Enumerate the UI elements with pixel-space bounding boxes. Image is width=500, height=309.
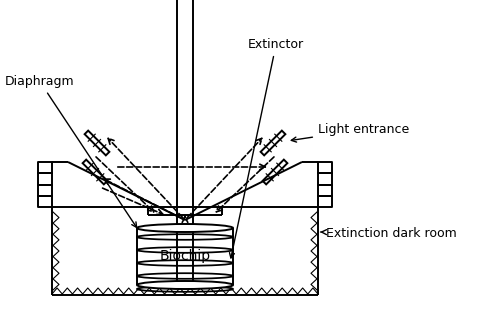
Text: Extinctor: Extinctor — [230, 38, 304, 258]
Text: Biochip: Biochip — [160, 249, 210, 263]
Text: Diaphragm: Diaphragm — [5, 75, 136, 227]
Text: Extinction dark room: Extinction dark room — [320, 227, 457, 240]
Text: Light entrance: Light entrance — [292, 123, 409, 142]
Ellipse shape — [137, 224, 233, 232]
Ellipse shape — [137, 281, 233, 289]
